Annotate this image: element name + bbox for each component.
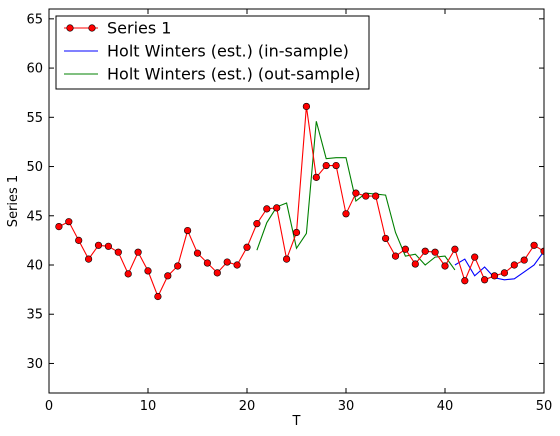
- series-1-point: [263, 205, 271, 213]
- plot-frame: [48, 8, 545, 394]
- series-1-point: [253, 220, 261, 228]
- series-1-point: [530, 241, 538, 249]
- series-1-point: [322, 161, 330, 170]
- series-line-2: [454, 250, 544, 281]
- series-1-point: [55, 223, 63, 231]
- series-1-point: [372, 192, 380, 200]
- series-1-point: [273, 204, 281, 212]
- plot-layer: [55, 102, 544, 301]
- series-1-point: [332, 161, 340, 170]
- legend-marker-1: [66, 24, 74, 32]
- series-1-point: [362, 192, 370, 200]
- y-tick-label: 40: [26, 259, 43, 274]
- series-1-point: [144, 267, 152, 275]
- series-1-point: [94, 241, 103, 249]
- legend-label-1: Series 1: [107, 19, 171, 38]
- series-1-point: [431, 248, 439, 256]
- x-tick-label: 10: [140, 399, 157, 414]
- x-tick-label: 20: [239, 399, 256, 414]
- series-1-point: [193, 249, 202, 257]
- y-tick-label: 65: [26, 12, 43, 27]
- series-1-point: [164, 272, 172, 280]
- y-tick-label: 60: [26, 62, 43, 77]
- series-1-point: [500, 269, 509, 277]
- series-1-point: [84, 255, 93, 263]
- series-1-point: [411, 260, 419, 268]
- legend: Series 1 Holt Winters (est.) (in-sample) H…: [55, 15, 370, 90]
- series-1-point: [352, 189, 360, 197]
- series-1-point: [461, 277, 469, 285]
- y-tick-label: 35: [26, 308, 43, 323]
- series-1-point: [104, 242, 112, 250]
- series-1-point: [520, 256, 528, 264]
- x-tick-label: 50: [536, 399, 553, 414]
- series-1-point: [471, 253, 479, 261]
- series-1-point: [223, 258, 231, 266]
- series-1-point: [490, 272, 499, 280]
- series-1-point: [243, 243, 251, 251]
- plot-area: [55, 102, 544, 301]
- x-tick-label: 30: [338, 399, 355, 414]
- series-line-1: [58, 106, 544, 298]
- series-1-point: [154, 292, 162, 301]
- series-1-point: [292, 228, 301, 237]
- series-1-point: [451, 245, 459, 253]
- x-axis-title: T: [292, 414, 301, 429]
- y-axis-title: Series 1: [6, 175, 21, 227]
- series-1-point: [184, 226, 192, 235]
- x-tick-label: 40: [437, 399, 454, 414]
- series-1-point: [114, 248, 122, 256]
- series-1-point: [134, 248, 142, 256]
- series-1-point: [401, 245, 410, 253]
- ticks-layer: 0 10 20 30 40 50 30 35 40 45 50 55 60 65: [26, 9, 552, 414]
- series-1-point: [203, 259, 211, 267]
- y-tick-label: 55: [26, 111, 43, 126]
- series-1-point: [233, 261, 241, 269]
- series-1-point: [441, 262, 449, 270]
- series-1-point: [540, 247, 544, 255]
- x-tick-label: 0: [45, 399, 53, 414]
- legend-marker-1: [88, 24, 96, 32]
- series-1-point: [391, 252, 400, 260]
- series-1-point: [421, 247, 429, 255]
- series-line-3: [256, 121, 456, 271]
- series-1-point: [382, 234, 390, 243]
- series-1-point: [213, 269, 221, 277]
- series-1-point: [124, 270, 132, 278]
- legend-label-2: Holt Winters (est.) (in-sample): [107, 42, 349, 61]
- series-1-point: [510, 261, 518, 269]
- y-tick-label: 50: [26, 160, 43, 175]
- y-tick-label: 30: [26, 357, 43, 372]
- series-1-point: [65, 218, 73, 226]
- series-1-point: [312, 173, 320, 181]
- series-1-point: [302, 102, 311, 111]
- series-1-point: [283, 255, 291, 263]
- legend-label-3: Holt Winters (est.) (out-sample): [107, 65, 361, 84]
- y-tick-label: 45: [26, 209, 43, 224]
- series-1-point: [342, 210, 350, 218]
- series-1-point: [174, 262, 182, 270]
- series-1-point: [75, 236, 83, 244]
- series-1-point: [481, 276, 489, 284]
- legend-box: [55, 15, 370, 90]
